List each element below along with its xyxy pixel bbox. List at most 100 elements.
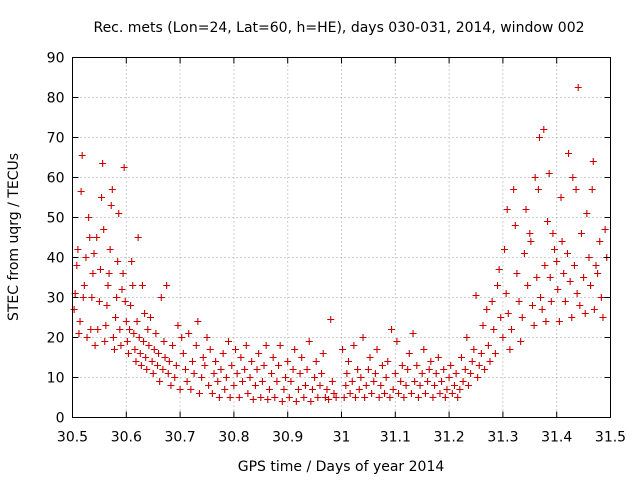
data-point: [260, 362, 268, 369]
data-point: [431, 382, 439, 389]
y-tick-label: 70: [47, 131, 65, 147]
data-point: [249, 396, 257, 403]
data-point: [346, 390, 354, 397]
data-point: [398, 362, 406, 369]
data-point: [134, 234, 142, 241]
data-point: [434, 354, 442, 361]
data-point: [122, 318, 130, 325]
data-point: [280, 386, 288, 393]
data-point: [178, 334, 186, 341]
data-point: [79, 294, 87, 301]
data-point: [541, 262, 549, 269]
data-point: [420, 346, 428, 353]
data-point: [262, 342, 270, 349]
data-point: [275, 362, 283, 369]
data-point: [486, 358, 494, 365]
data-point: [404, 366, 412, 373]
data-point: [389, 386, 397, 393]
data-point: [596, 238, 604, 245]
data-point: [307, 398, 315, 405]
data-point: [355, 386, 363, 393]
data-point: [114, 258, 122, 265]
data-point: [289, 366, 297, 373]
data-point: [241, 366, 249, 373]
x-tick-label: 31.5: [595, 430, 626, 446]
data-point: [409, 330, 417, 337]
data-point: [305, 338, 313, 345]
data-point: [573, 290, 581, 297]
data-point: [488, 298, 496, 305]
data-point: [258, 378, 266, 385]
data-point: [574, 84, 582, 91]
data-point: [499, 334, 507, 341]
data-point: [457, 354, 465, 361]
data-point: [174, 322, 182, 329]
x-tick-label: 31.4: [541, 430, 572, 446]
data-point: [318, 370, 326, 377]
data-point: [284, 358, 292, 365]
data-point: [171, 374, 179, 381]
data-point: [276, 342, 284, 349]
data-point: [230, 382, 238, 389]
data-point: [80, 282, 88, 289]
data-point: [583, 210, 591, 217]
data-point: [148, 358, 156, 365]
data-point: [132, 358, 140, 365]
data-point: [413, 362, 421, 369]
data-point: [515, 298, 523, 305]
chart-title: Rec. mets (Lon=24, Lat=60, h=HE), days 0…: [93, 20, 584, 36]
data-point: [121, 298, 129, 305]
data-point: [581, 310, 589, 317]
data-point: [257, 394, 265, 401]
data-point: [124, 350, 132, 357]
data-point: [123, 338, 131, 345]
data-point: [411, 378, 419, 385]
data-point: [468, 358, 476, 365]
data-point: [589, 158, 597, 165]
data-point: [400, 394, 408, 401]
data-point: [501, 246, 509, 253]
data-point: [208, 390, 216, 397]
data-point: [557, 194, 565, 201]
data-point: [113, 294, 121, 301]
data-point: [253, 366, 261, 373]
data-point: [484, 342, 492, 349]
data-point: [91, 342, 99, 349]
data-point: [82, 254, 90, 261]
data-point: [421, 390, 429, 397]
data-point: [364, 366, 372, 373]
data-point: [340, 394, 348, 401]
data-point: [456, 386, 464, 393]
data-point: [130, 330, 138, 337]
data-point: [145, 342, 153, 349]
data-point: [464, 382, 472, 389]
data-point: [467, 370, 475, 377]
data-point: [577, 230, 585, 237]
data-point: [157, 294, 165, 301]
data-point: [215, 394, 223, 401]
data-point: [115, 210, 123, 217]
data-point: [470, 346, 478, 353]
data-point: [542, 318, 550, 325]
data-point: [424, 378, 432, 385]
data-point: [522, 206, 530, 213]
data-point: [381, 390, 389, 397]
data-point: [152, 330, 160, 337]
data-point: [303, 366, 311, 373]
data-point: [475, 362, 483, 369]
y-tick-label: 10: [47, 371, 65, 387]
data-point: [342, 382, 350, 389]
x-tick-label: 31.3: [487, 430, 518, 446]
data-point: [127, 302, 135, 309]
data-point: [511, 222, 519, 229]
data-point: [371, 370, 379, 377]
data-point: [255, 350, 263, 357]
data-point: [599, 314, 607, 321]
data-point: [235, 394, 243, 401]
data-point: [377, 382, 385, 389]
x-axis-label: GPS time / Days of year 2014: [238, 459, 445, 475]
data-point: [517, 338, 525, 345]
data-point: [77, 188, 85, 195]
